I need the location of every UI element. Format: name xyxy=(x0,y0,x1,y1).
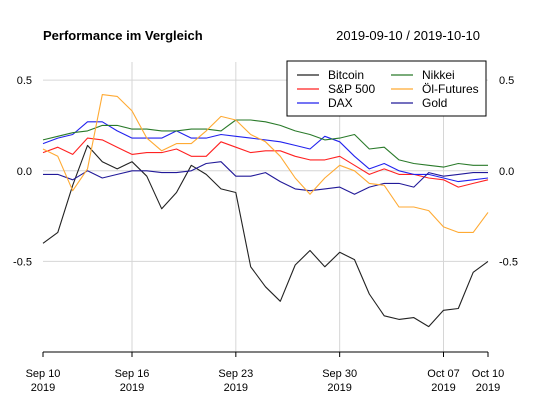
axes: Sep 10 2019 Sep 16 2019 Sep 23 2019 Sep 30 2019… xyxy=(13,75,518,394)
x-tick-label: Sep 16 xyxy=(115,368,150,380)
legend-label: Nikkei xyxy=(422,68,455,82)
legend-label: Öl-Futures xyxy=(422,82,479,96)
y-tick-label-right: 0.5 xyxy=(499,75,514,87)
x-tick-label: Sep 10 xyxy=(26,368,61,380)
legend-box xyxy=(286,60,487,117)
y-tick-label-right: -0.5 xyxy=(499,256,518,268)
x-tick-label: Oct 07 xyxy=(427,368,459,380)
series-lines xyxy=(42,94,489,328)
legend-label: S&P 500 xyxy=(328,82,375,96)
x-tick-year-label: 2019 xyxy=(327,382,351,394)
series-line-dax xyxy=(42,121,489,183)
series-line-gold xyxy=(43,161,488,195)
chart-title: Performance im Vergleich xyxy=(43,28,203,43)
series-line-bitcoin xyxy=(42,144,489,328)
x-tick-label: Sep 23 xyxy=(218,368,253,380)
series-line--l-futures xyxy=(42,94,489,233)
y-tick-label-left: 0.0 xyxy=(17,166,32,178)
legend-label: Gold xyxy=(422,96,447,110)
legend-label: DAX xyxy=(328,96,353,110)
legend-label: Bitcoin xyxy=(328,68,364,82)
y-tick-label-right: 0.0 xyxy=(499,166,514,178)
x-tick-year-label: 2019 xyxy=(431,382,455,394)
chart-subtitle: 2019-09-10 / 2019-10-10 xyxy=(336,28,480,43)
x-tick-year-label: 2019 xyxy=(31,382,55,394)
y-tick-label-left: -0.5 xyxy=(13,256,32,268)
y-tick-label-left: 0.5 xyxy=(17,75,32,87)
series-line-nikkei xyxy=(42,119,488,168)
x-tick-year-label: 2019 xyxy=(476,382,500,394)
x-tick-year-label: 2019 xyxy=(224,382,248,394)
x-tick-year-label: 2019 xyxy=(120,382,144,394)
x-tick-label: Oct 10 xyxy=(472,368,504,380)
x-tick-label: Sep 30 xyxy=(322,368,357,380)
